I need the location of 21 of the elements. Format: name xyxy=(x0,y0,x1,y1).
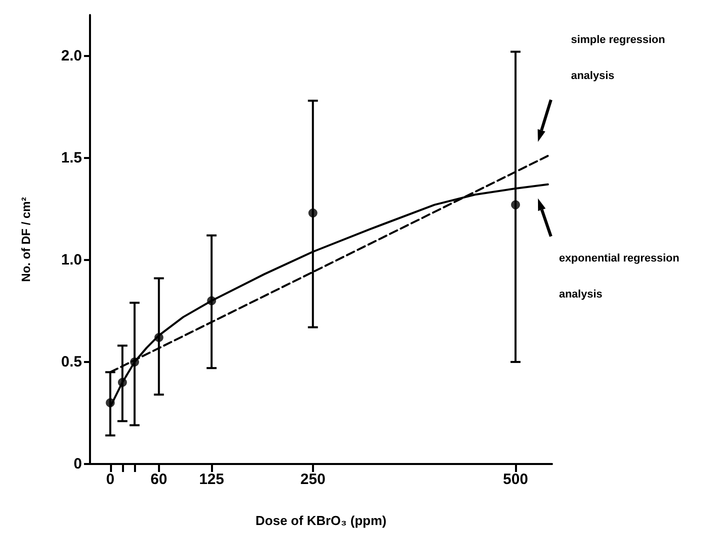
text: exponential regression analysis xyxy=(558,252,680,300)
y-tick-label: 2.0 xyxy=(61,47,82,64)
y-tick-label: 0 xyxy=(74,456,82,472)
x-tick-label: 0 xyxy=(106,471,114,488)
x-tick-label: 125 xyxy=(199,471,224,488)
point xyxy=(308,208,318,218)
x-axis-title: Dose of KBrO₃ (ppm) xyxy=(256,513,386,528)
x-tick-label: 250 xyxy=(300,471,326,488)
y-tick-label: 0.5 xyxy=(61,353,82,370)
point xyxy=(118,378,127,387)
point xyxy=(130,357,140,366)
y-axis-title: No. of DF / cm² xyxy=(19,197,33,282)
point xyxy=(511,200,520,210)
x-tick-label: 500 xyxy=(503,471,528,488)
text: simple regression analysis xyxy=(570,34,666,82)
point xyxy=(207,296,216,306)
y-tick-label: 1.0 xyxy=(61,251,82,268)
x-tick-label: 60 xyxy=(150,471,168,488)
point xyxy=(106,398,115,408)
point xyxy=(154,332,164,342)
y-tick-label: 1.5 xyxy=(61,149,82,166)
